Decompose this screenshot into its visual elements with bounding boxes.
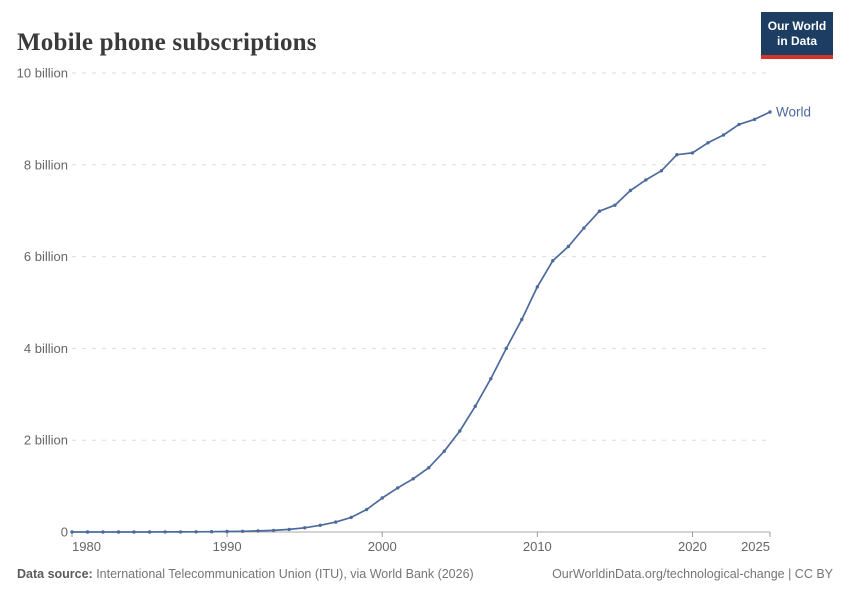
data-point[interactable] <box>659 169 664 173</box>
data-point[interactable] <box>768 110 772 114</box>
data-point[interactable] <box>209 530 214 534</box>
data-point[interactable] <box>380 496 384 500</box>
y-tick-label: 4 billion <box>24 341 68 356</box>
data-point[interactable] <box>256 529 260 533</box>
data-point[interactable] <box>597 209 602 213</box>
data-point[interactable] <box>706 141 710 145</box>
data-point[interactable] <box>318 523 322 527</box>
y-tick-label: 2 billion <box>24 433 68 448</box>
owid-logo-line2: in Data <box>776 34 817 48</box>
data-source-label: Data source: <box>17 567 93 581</box>
x-tick-label: 1990 <box>213 539 242 554</box>
data-point[interactable] <box>147 530 152 534</box>
data-point[interactable] <box>675 153 679 157</box>
data-point[interactable] <box>690 151 695 155</box>
data-point[interactable] <box>271 528 276 533</box>
entity-label[interactable]: World <box>776 105 811 120</box>
line-chart: 0 2 billion 4 billion 6 billion 8 billion 10 … <box>17 66 811 555</box>
x-tick-label: 2010 <box>523 539 552 554</box>
data-point[interactable] <box>535 285 539 289</box>
data-point[interactable] <box>489 377 493 381</box>
data-point[interactable] <box>132 530 136 534</box>
data-source-text: International Telecommunication Union (I… <box>92 567 474 581</box>
data-point[interactable] <box>116 530 121 534</box>
data-point[interactable] <box>70 530 74 534</box>
data-point[interactable] <box>396 486 400 490</box>
data-point[interactable] <box>334 520 338 524</box>
data-point[interactable] <box>427 466 431 470</box>
data-point[interactable] <box>644 178 648 182</box>
data-point[interactable] <box>628 188 633 193</box>
data-point[interactable] <box>101 530 105 534</box>
data-point[interactable] <box>551 259 555 263</box>
data-point[interactable] <box>737 122 741 127</box>
owid-logo[interactable]: Our World in Data <box>761 12 833 59</box>
data-point[interactable] <box>504 346 508 351</box>
y-tick-label: 0 <box>61 525 68 540</box>
data-point[interactable] <box>458 429 462 433</box>
page-title: Mobile phone subscriptions <box>17 28 317 56</box>
data-point[interactable] <box>303 526 307 530</box>
data-point[interactable] <box>225 529 229 534</box>
data-point[interactable] <box>287 527 291 532</box>
x-tick-label: 2020 <box>678 539 707 554</box>
data-point[interactable] <box>442 449 446 453</box>
y-tick-label: 8 billion <box>24 157 68 172</box>
x-tick-label: 2000 <box>368 539 397 554</box>
data-point[interactable] <box>240 529 245 533</box>
data-source-note: Data source: International Telecommunica… <box>17 567 474 581</box>
owid-logo-line1: Our World <box>767 19 827 33</box>
data-point[interactable] <box>349 515 353 520</box>
data-point[interactable] <box>752 117 757 122</box>
data-point[interactable] <box>613 203 617 207</box>
chart-footer: Data source: International Telecommunica… <box>17 567 833 581</box>
owid-url-link[interactable]: OurWorldinData.org/technological-change … <box>552 567 833 581</box>
data-point[interactable] <box>473 404 477 408</box>
data-point[interactable] <box>178 530 183 534</box>
y-tick-label: 6 billion <box>24 249 68 264</box>
x-tick-label: 1980 <box>72 539 101 554</box>
data-point[interactable] <box>163 530 167 534</box>
data-point[interactable] <box>411 477 415 481</box>
data-point[interactable] <box>566 244 571 249</box>
data-point[interactable] <box>365 507 369 512</box>
data-point[interactable] <box>194 530 198 534</box>
data-point[interactable] <box>520 317 524 322</box>
y-tick-label: 10 billion <box>17 66 68 81</box>
data-point[interactable] <box>721 133 726 137</box>
data-point[interactable] <box>582 226 586 230</box>
data-point[interactable] <box>85 530 90 534</box>
x-tick-label: 2025 <box>741 539 770 554</box>
data-line-world[interactable] <box>71 111 771 533</box>
